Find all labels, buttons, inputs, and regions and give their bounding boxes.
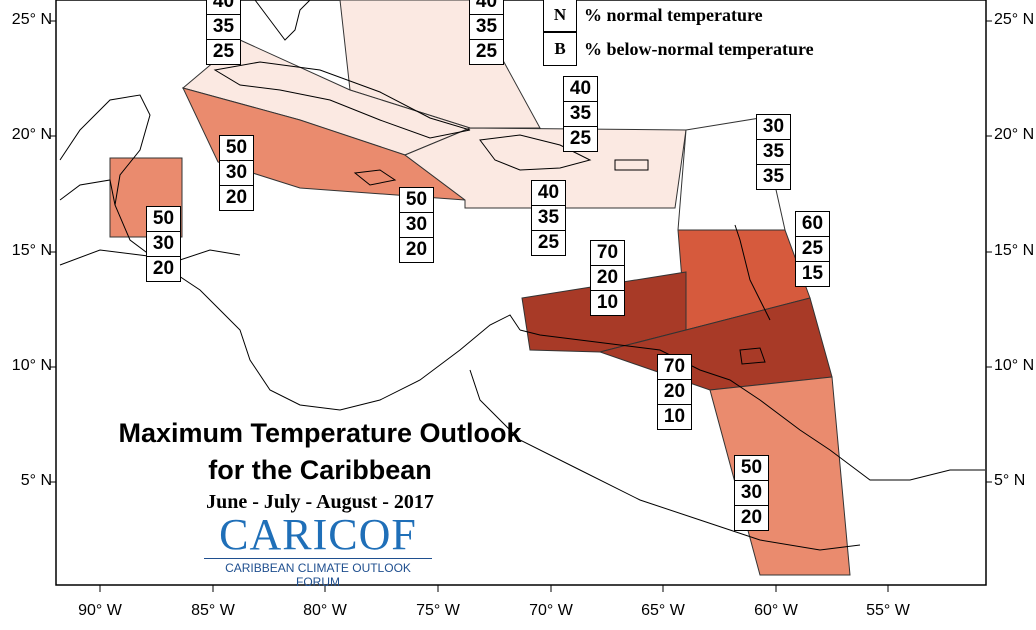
logo-text: CARICOF — [219, 510, 417, 559]
prob-above: 40 — [564, 77, 597, 102]
lat-label-15n-left: 15° N — [11, 242, 52, 259]
yucatan-central-america-coast — [59, 94, 521, 411]
map-period: June - July - August - 2017 — [206, 491, 434, 513]
prob-below: 35 — [762, 166, 785, 187]
prob-below: 20 — [740, 507, 763, 528]
prob-normal: 35 — [757, 140, 790, 165]
prob-below: 20 — [405, 239, 428, 260]
prob-box-northern-leewards: 30 35 35 — [756, 114, 791, 190]
prob-below: 25 — [475, 41, 498, 62]
prob-box-bahamas-north: 40 35 25 — [206, 0, 241, 65]
prob-box-turks-caicos: 40 35 25 — [563, 76, 598, 152]
prob-above: 40 — [532, 181, 565, 206]
trinidad-coast — [739, 347, 766, 365]
mexico-gulf-coast — [59, 179, 116, 206]
lat-label-5n-left: 5° N — [20, 472, 52, 489]
prob-below: 20 — [225, 187, 248, 208]
prob-above: 70 — [658, 355, 691, 380]
prob-normal: 35 — [564, 102, 597, 127]
lat-label-25n-left: 25° N — [11, 11, 52, 28]
prob-box-belize: 50 30 20 — [146, 206, 181, 282]
lon-label-60w: 60° W — [754, 602, 798, 619]
prob-normal: 30 — [220, 161, 253, 186]
tick-marks — [50, 20, 992, 592]
lat-label-10n-left: 10° N — [11, 357, 52, 374]
prob-normal: 25 — [796, 237, 829, 262]
prob-normal: 20 — [658, 380, 691, 405]
lon-label-85w: 85° W — [191, 602, 235, 619]
lat-label-25n-right: 25° N — [994, 11, 1035, 28]
prob-normal: 35 — [532, 206, 565, 231]
logo-subtitle: CARIBBEAN CLIMATE OUTLOOK FORUM — [204, 558, 432, 589]
lat-label-5n-right: 5° N — [994, 472, 1026, 489]
puerto-rico-coast — [614, 159, 649, 171]
lat-label-15n-right: 15° N — [994, 242, 1035, 259]
south-america-interior — [469, 369, 861, 551]
prob-above: 70 — [591, 241, 624, 266]
lon-label-80w: 80° W — [303, 602, 347, 619]
prob-box-trinidad-barbados: 70 20 10 — [657, 354, 692, 430]
lesser-antilles — [734, 224, 771, 321]
cuba-coast — [213, 61, 471, 139]
prob-below: 10 — [596, 292, 619, 313]
jamaica-coast — [353, 169, 397, 186]
prob-above: 50 — [220, 136, 253, 161]
prob-normal: 30 — [147, 232, 180, 257]
prob-box-guianas: 50 30 20 — [734, 455, 769, 531]
caricof-logo: CARICOF CARIBBEAN CLIMATE OUTLOOK FORUM — [200, 512, 436, 589]
prob-box-abc-islands: 70 20 10 — [590, 240, 625, 316]
prob-above: 60 — [796, 212, 829, 237]
legend-key-below: B — [543, 32, 577, 66]
lon-label-70w: 70° W — [529, 602, 573, 619]
prob-below: 10 — [663, 406, 686, 427]
prob-above: 30 — [757, 115, 790, 140]
venezuela-coast — [519, 329, 985, 481]
prob-below: 25 — [212, 41, 235, 62]
prob-box-bahamas-east: 40 35 25 — [469, 0, 504, 65]
hispaniola-coast — [479, 134, 592, 171]
map-title-line2: for the Caribbean — [208, 455, 432, 485]
prob-below: 25 — [569, 128, 592, 149]
prob-box-hispaniola-puerto-rico: 40 35 25 — [531, 180, 566, 256]
lat-label-20n-right: 20° N — [994, 126, 1035, 143]
lon-label-65w: 65° W — [641, 602, 685, 619]
lat-label-10n-right: 10° N — [994, 357, 1035, 374]
prob-normal: 35 — [207, 15, 240, 40]
region-hispaniola-puerto-rico — [403, 127, 687, 209]
legend-label-normal: % normal temperature — [584, 5, 763, 25]
lon-label-75w: 75° W — [416, 602, 460, 619]
prob-below: 25 — [537, 232, 560, 253]
legend-key-normal: N — [543, 0, 577, 32]
prob-above: 50 — [735, 456, 768, 481]
prob-box-cayman-west-cuba: 50 30 20 — [219, 135, 254, 211]
lon-label-90w: 90° W — [78, 602, 122, 619]
florida-coast — [254, 0, 311, 41]
prob-above: 50 — [147, 207, 180, 232]
prob-above: 40 — [470, 0, 503, 15]
coastlines — [59, 0, 985, 551]
prob-above: 50 — [400, 188, 433, 213]
prob-normal: 30 — [735, 481, 768, 506]
prob-below: 15 — [801, 263, 824, 284]
lat-label-20n-left: 20° N — [11, 126, 52, 143]
legend-label-below: % below-normal temperature — [584, 39, 814, 59]
prob-normal: 30 — [400, 213, 433, 238]
prob-below: 20 — [152, 258, 175, 279]
map-title-line1: Maximum Temperature Outlook — [118, 418, 522, 448]
prob-box-jamaica: 50 30 20 — [399, 187, 434, 263]
prob-normal: 35 — [470, 15, 503, 40]
lon-label-55w: 55° W — [866, 602, 910, 619]
prob-box-windwards: 60 25 15 — [795, 211, 830, 287]
prob-normal: 20 — [591, 266, 624, 291]
prob-above: 40 — [207, 0, 240, 15]
